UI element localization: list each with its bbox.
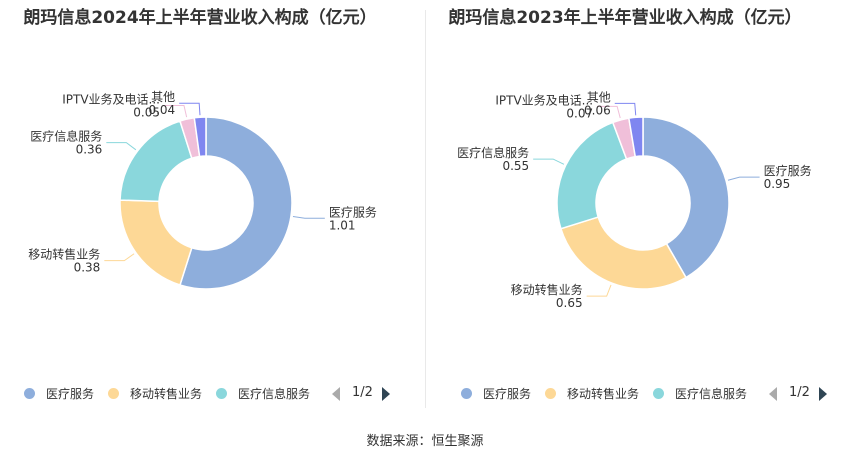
label-leader-line bbox=[727, 176, 760, 181]
slice-label-0: 医疗服务 bbox=[764, 163, 812, 178]
slice-value-label-4: 0.04 bbox=[148, 103, 175, 117]
chart-panel-2023: 朗玛信息2023年上半年营业收入构成（亿元） 医疗服务 0.95 移动转售业务 0.6… bbox=[425, 0, 850, 410]
legend: 医疗服务 移动转售业务 医疗信息服务 1/2 bbox=[425, 384, 850, 404]
slice-value-label-3: 0.05 bbox=[133, 105, 160, 119]
label-leader-line bbox=[179, 102, 201, 116]
label-leader-line bbox=[104, 253, 135, 262]
slice-label-1: 移动转售业务 bbox=[511, 282, 583, 297]
prev-page-arrow-icon[interactable] bbox=[332, 387, 340, 401]
pie-slice-0[interactable] bbox=[642, 116, 730, 279]
pie-slice-2[interactable] bbox=[556, 121, 628, 230]
legend-label: 医疗信息服务 bbox=[675, 387, 748, 401]
legend-marker bbox=[461, 388, 472, 399]
page-indicator: 1/2 bbox=[789, 385, 810, 400]
slice-value-label-3: 0.07 bbox=[566, 106, 593, 120]
slice-label-3: IPTV业务及电话... bbox=[62, 91, 160, 106]
prev-page-arrow-icon[interactable] bbox=[769, 387, 777, 401]
legend-marker bbox=[216, 388, 227, 399]
data-source-note: 数据来源：恒生聚源 bbox=[366, 434, 484, 449]
legend-label: 医疗信息服务 bbox=[238, 387, 311, 401]
page-indicator: 1/2 bbox=[352, 385, 373, 400]
pie-slice-0[interactable] bbox=[179, 116, 293, 290]
pie-slice-4[interactable] bbox=[627, 116, 644, 158]
label-leader-line bbox=[597, 105, 621, 119]
legend-label: 医疗服务 bbox=[46, 387, 95, 401]
chart-title: 朗玛信息2023年上半年营业收入构成（亿元） bbox=[448, 8, 802, 28]
slice-value-label-2: 0.36 bbox=[76, 143, 103, 157]
legend-label: 移动转售业务 bbox=[130, 387, 203, 401]
slice-label-1: 移动转售业务 bbox=[28, 247, 100, 262]
pie-slice-2[interactable] bbox=[119, 120, 193, 203]
next-page-arrow-icon[interactable] bbox=[382, 387, 390, 401]
slice-value-label-4: 0.06 bbox=[584, 103, 611, 117]
label-leader-line bbox=[614, 102, 637, 116]
next-page-arrow-icon[interactable] bbox=[819, 387, 827, 401]
panel-divider bbox=[425, 10, 426, 408]
legend-marker bbox=[24, 388, 35, 399]
slice-label-0: 医疗服务 bbox=[329, 204, 377, 219]
legend-label: 医疗服务 bbox=[483, 387, 532, 401]
label-leader-line bbox=[586, 284, 612, 297]
slice-label-4: 其他 bbox=[151, 90, 175, 104]
slice-value-label-2: 0.55 bbox=[502, 159, 529, 173]
chart-panel-2024: 朗玛信息2024年上半年营业收入构成（亿元） 医疗服务 1.01 移动转售业务 0.3… bbox=[0, 0, 425, 410]
slice-value-label-1: 0.65 bbox=[556, 296, 583, 310]
legend-marker bbox=[545, 388, 556, 399]
legend: 医疗服务 移动转售业务 医疗信息服务 1/2 bbox=[0, 384, 425, 404]
legend-marker bbox=[653, 388, 664, 399]
slice-value-label-1: 0.38 bbox=[74, 261, 101, 275]
label-leader-line bbox=[533, 158, 565, 165]
pie-slice-1[interactable] bbox=[559, 216, 688, 290]
slice-label-2: 医疗信息服务 bbox=[457, 145, 529, 160]
slice-label-3: IPTV业务及电话... bbox=[495, 92, 593, 107]
slice-label-2: 医疗信息服务 bbox=[30, 129, 102, 144]
legend-label: 移动转售业务 bbox=[567, 387, 640, 401]
label-leader-line bbox=[292, 215, 325, 219]
pie-slice-4[interactable] bbox=[193, 116, 207, 158]
slice-value-label-0: 0.95 bbox=[764, 177, 791, 191]
label-leader-line bbox=[163, 104, 188, 118]
label-leader-line bbox=[106, 142, 137, 151]
slice-value-label-0: 1.01 bbox=[329, 218, 356, 232]
legend-marker bbox=[108, 388, 119, 399]
slice-label-4: 其他 bbox=[587, 90, 611, 104]
pie-slice-1[interactable] bbox=[119, 199, 193, 286]
chart-title: 朗玛信息2024年上半年营业收入构成（亿元） bbox=[23, 8, 377, 28]
